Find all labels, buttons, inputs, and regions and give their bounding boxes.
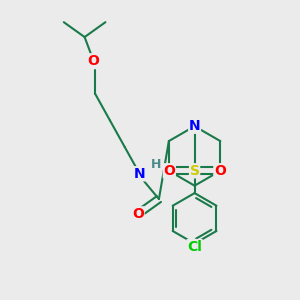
Text: O: O xyxy=(164,164,175,178)
Text: N: N xyxy=(189,119,200,133)
Text: N: N xyxy=(134,167,146,181)
Text: Cl: Cl xyxy=(187,240,202,254)
Text: S: S xyxy=(190,164,200,178)
Text: H: H xyxy=(151,158,161,171)
Text: O: O xyxy=(132,207,144,221)
Text: O: O xyxy=(88,54,100,68)
Text: O: O xyxy=(214,164,226,178)
